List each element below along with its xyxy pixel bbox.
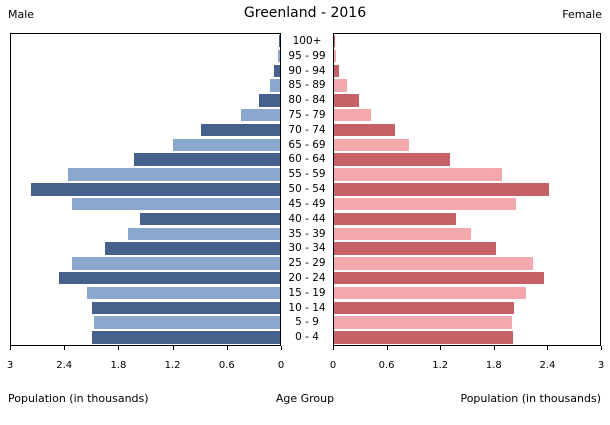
male-axis-tick-label-1.2: 1.2 (164, 360, 181, 371)
age-label-35-39: 35 - 39 (288, 227, 326, 240)
male-axis-tick-3 (10, 346, 11, 350)
age-label-90-94: 90 - 94 (288, 64, 326, 77)
female-axis-tick-0 (333, 346, 334, 350)
male-bar-60-64 (133, 153, 280, 166)
male-axis-tick-0 (281, 346, 282, 350)
male-bar-85-89 (270, 79, 280, 92)
male-bar-0-4 (91, 331, 280, 344)
male-axis-tick-1.8 (118, 346, 120, 350)
male-side-label: Male (8, 8, 35, 21)
female-bar-40-44 (334, 212, 457, 226)
age-group-axis-label: Age Group (275, 392, 335, 405)
female-bar-90-94 (334, 64, 340, 78)
male-bar-10-14 (91, 301, 280, 314)
male-bar-80-84 (259, 94, 280, 107)
female-bar-85-89 (334, 79, 348, 92)
female-axis-tick-label-0: 0 (329, 360, 337, 371)
female-axis-tick-label-2.4: 2.4 (539, 360, 556, 371)
female-bar-5-9 (334, 316, 513, 329)
male-axis-tick-label-0.6: 0.6 (218, 360, 235, 371)
age-label-60-64: 60 - 64 (288, 153, 326, 166)
female-axis-label: Population (in thousands) (460, 392, 601, 405)
male-axes-panel (10, 33, 281, 346)
female-bar-25-29 (334, 257, 533, 270)
female-bar-75-79 (334, 109, 372, 122)
age-label-100+: 100+ (292, 35, 322, 47)
age-label-85-89: 85 - 89 (288, 79, 326, 92)
male-bar-15-19 (87, 286, 280, 300)
age-label-80-84: 80 - 84 (288, 94, 326, 107)
male-axis-tick-2.4 (64, 346, 66, 350)
chart-title: Greenland - 2016 (243, 5, 367, 21)
age-label-30-34: 30 - 34 (288, 242, 326, 255)
age-label-10-14: 10 - 14 (288, 301, 326, 314)
age-label-5-9: 5 - 9 (295, 316, 319, 329)
female-axis-tick-0.6 (386, 346, 388, 350)
female-bar-15-19 (334, 286, 527, 300)
male-bar-75-79 (241, 109, 280, 122)
male-bar-20-24 (58, 271, 280, 285)
male-bar-90-94 (273, 64, 280, 78)
male-bar-65-69 (173, 138, 280, 152)
age-label-70-74: 70 - 74 (288, 123, 326, 136)
male-bar-40-44 (140, 212, 280, 226)
age-label-95-99: 95 - 99 (288, 49, 326, 62)
female-bar-60-64 (334, 153, 451, 166)
female-side-label: Female (562, 8, 602, 21)
female-bar-30-34 (334, 242, 497, 255)
female-bar-65-69 (334, 138, 410, 152)
age-label-55-59: 55 - 59 (288, 168, 326, 181)
female-axis-tick-1.2 (440, 346, 442, 350)
age-label-75-79: 75 - 79 (288, 109, 326, 122)
male-axis-tick-1.2 (172, 346, 174, 350)
female-bar-70-74 (334, 123, 396, 137)
female-bar-35-39 (334, 227, 472, 240)
female-bar-50-54 (334, 183, 549, 196)
male-axis-tick-0.6 (226, 346, 228, 350)
female-bar-45-49 (334, 197, 516, 211)
male-bar-5-9 (94, 316, 280, 329)
age-label-45-49: 45 - 49 (288, 197, 326, 210)
male-bar-25-29 (71, 257, 280, 270)
female-axis-tick-2.4 (547, 346, 549, 350)
female-bar-100+ (334, 35, 335, 48)
male-bar-70-74 (201, 123, 280, 137)
female-bar-55-59 (334, 168, 503, 181)
age-label-25-29: 25 - 29 (288, 257, 326, 270)
male-bar-45-49 (71, 197, 280, 211)
age-group-labels-column: 0 - 4 5 - 9 10 - 14 15 - 19 20 - 24 25 - 29 30… (281, 34, 333, 345)
male-axis-tick-label-3: 3 (6, 360, 14, 371)
age-label-0-4: 0 - 4 (295, 331, 319, 344)
female-bar-0-4 (334, 331, 514, 344)
male-axis-tick-label-2.4: 2.4 (56, 360, 73, 371)
male-axis-label: Population (in thousands) (8, 392, 149, 405)
male-bar-55-59 (68, 168, 280, 181)
male-bar-50-54 (30, 183, 280, 196)
age-label-20-24: 20 - 24 (288, 271, 326, 284)
female-bar-10-14 (334, 301, 514, 314)
age-label-40-44: 40 - 44 (288, 212, 326, 225)
female-axis-tick-3 (601, 346, 602, 350)
male-axis-tick-label-0: 0 (277, 360, 285, 371)
female-bar-20-24 (334, 271, 545, 285)
age-label-15-19: 15 - 19 (288, 286, 326, 299)
female-axis-tick-label-1.2: 1.2 (432, 360, 449, 371)
male-bar-100+ (279, 35, 280, 48)
male-axis-tick-label-1.8: 1.8 (110, 360, 127, 371)
female-axes-panel (333, 33, 601, 346)
age-label-65-69: 65 - 69 (288, 138, 326, 151)
female-axis-tick-label-1.8: 1.8 (485, 360, 502, 371)
female-bar-95-99 (334, 49, 336, 63)
female-axis-tick-label-3: 3 (597, 360, 605, 371)
male-bar-95-99 (278, 49, 280, 63)
female-axis-tick-label-0.6: 0.6 (378, 360, 395, 371)
female-bar-80-84 (334, 94, 359, 107)
male-bar-35-39 (128, 227, 280, 240)
female-axis-tick-1.8 (493, 346, 495, 350)
age-label-50-54: 50 - 54 (288, 183, 326, 196)
male-bar-30-34 (105, 242, 280, 255)
